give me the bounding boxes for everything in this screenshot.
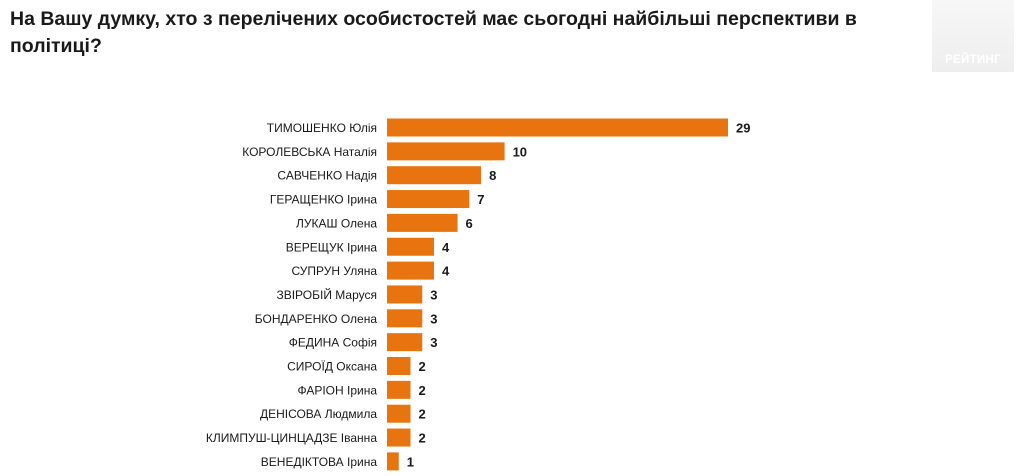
bar xyxy=(387,357,411,375)
value-label: 2 xyxy=(419,431,426,446)
value-label: 29 xyxy=(736,121,750,136)
bar xyxy=(387,452,399,471)
value-label: 3 xyxy=(430,287,437,302)
value-label: 7 xyxy=(477,192,484,207)
category-label: БОНДАРЕНКО Олена xyxy=(255,312,378,326)
value-label: 3 xyxy=(430,311,437,326)
category-label: ТИМОШЕНКО Юлія xyxy=(267,121,377,135)
value-label: 2 xyxy=(419,407,426,422)
category-label: СУПРУН Уляна xyxy=(292,264,378,278)
category-label: ЗВІРОБІЙ Маруся xyxy=(276,287,377,302)
category-label: КОРОЛЕВСЬКА Наталія xyxy=(242,145,377,159)
category-label: ВЕНЕДІКТОВА Ірина xyxy=(261,455,378,469)
bar xyxy=(387,142,505,161)
bar xyxy=(387,309,423,328)
value-label: 6 xyxy=(466,216,473,231)
value-label: 4 xyxy=(442,240,450,255)
category-label: ГЕРАЩЕНКО Ірина xyxy=(270,193,377,207)
category-label: СИРОЇД Оксана xyxy=(287,360,377,374)
value-label: 10 xyxy=(513,144,527,159)
value-label: 2 xyxy=(419,383,426,398)
category-label: ФЕДИНА Софія xyxy=(289,336,377,350)
value-label: 8 xyxy=(489,168,496,183)
category-label: ФАРІОН Ірина xyxy=(297,383,377,397)
value-label: 3 xyxy=(430,335,437,350)
value-label: 1 xyxy=(407,454,414,469)
chart-title: На Вашу думку, хто з перелічених особист… xyxy=(10,8,857,57)
bar xyxy=(387,213,458,232)
bar xyxy=(387,118,728,137)
bar xyxy=(387,333,423,352)
bar-chart: ТИМОШЕНКО Юлія 29 КОРОЛЕВСЬКА Наталія 10 САВ… xyxy=(206,118,750,471)
bar xyxy=(387,190,470,209)
bar xyxy=(387,404,411,423)
category-label: ДЕНІСОВА Людмила xyxy=(260,407,377,421)
bar xyxy=(387,237,435,256)
value-label: 2 xyxy=(419,359,426,374)
logo-text: РЕЙТИНГ xyxy=(945,54,1001,66)
value-label: 4 xyxy=(442,264,450,279)
bar xyxy=(387,166,482,185)
bar xyxy=(387,380,411,399)
rating-logo: РЕЙТИНГ xyxy=(932,0,1014,72)
bar xyxy=(387,285,423,304)
category-label: КЛИМПУШ-ЦИНЦАДЗЕ Іванна xyxy=(206,431,377,445)
category-label: ВЕРЕЩУК Ірина xyxy=(286,240,378,254)
category-label: ЛУКАШ Олена xyxy=(296,216,377,230)
category-label: САВЧЕНКО Надія xyxy=(277,169,377,183)
bar xyxy=(387,428,411,447)
bar xyxy=(387,261,435,280)
